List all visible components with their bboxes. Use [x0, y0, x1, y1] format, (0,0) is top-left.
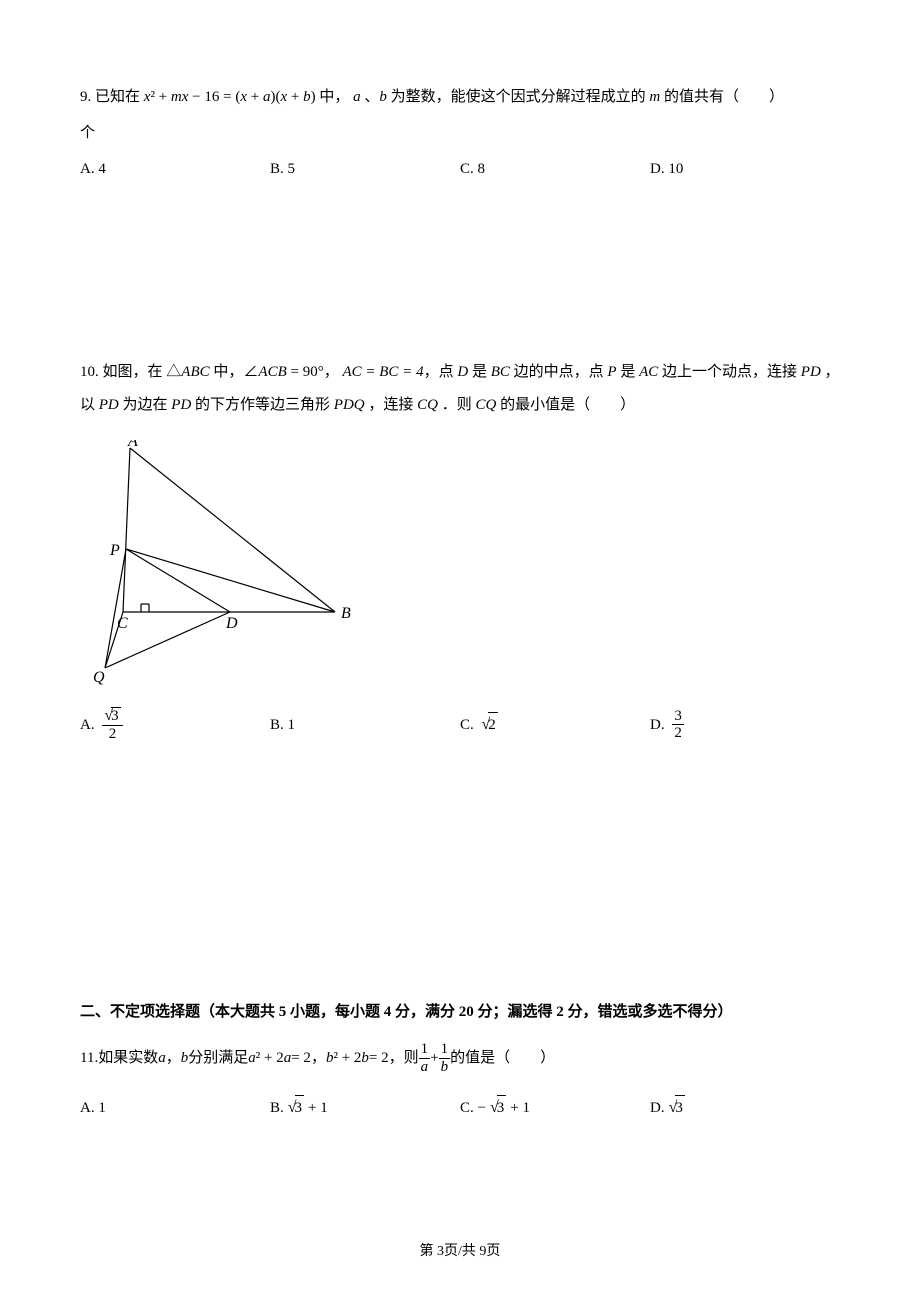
question-9: 9. 已知在 x² + mx − 16 = (x + a)(x + b) 中， …	[80, 85, 840, 181]
q9-text-line2: 个	[80, 121, 840, 145]
q10-options: A. 3 2 B. 1 C. 2 D. 3 2	[80, 707, 840, 742]
q10-figure: A P C D B Q	[85, 440, 840, 693]
svg-text:A: A	[127, 440, 138, 450]
svg-text:B: B	[341, 605, 351, 622]
svg-text:D: D	[225, 615, 238, 632]
question-11: 11. 如果实数 a，b 分别满足 a² + 2a = 2 ， b² + 2b …	[80, 1041, 840, 1121]
q9-option-c[interactable]: C. 8	[460, 157, 650, 181]
svg-text:Q: Q	[93, 669, 105, 685]
svg-text:P: P	[109, 542, 120, 559]
q10-option-d[interactable]: D. 3 2	[650, 707, 840, 742]
q11-text: 11. 如果实数 a，b 分别满足 a² + 2a = 2 ， b² + 2b …	[80, 1041, 840, 1075]
triangle-diagram: A P C D B Q	[85, 440, 365, 685]
q11-option-d[interactable]: D. 3	[650, 1095, 840, 1121]
q9-option-b[interactable]: B. 5	[270, 157, 460, 181]
q9-options: A. 4 B. 5 C. 8 D. 10	[80, 157, 840, 181]
page-footer: 第 3页/共 9页	[0, 1241, 920, 1263]
q11-option-b[interactable]: B. 3 + 1	[270, 1095, 460, 1121]
q11-options: A. 1 B. 3 + 1 C. −3 + 1 D. 3	[80, 1095, 840, 1121]
q9-number: 9.	[80, 89, 91, 105]
q11-number: 11.	[80, 1046, 98, 1070]
q11-option-c[interactable]: C. −3 + 1	[460, 1095, 650, 1121]
q9-option-d[interactable]: D. 10	[650, 157, 840, 181]
q9-text: 9. 已知在 x² + mx − 16 = (x + a)(x + b) 中， …	[80, 85, 840, 109]
q10-option-b[interactable]: B. 1	[270, 707, 460, 742]
q10-option-c[interactable]: C. 2	[460, 707, 650, 742]
q10-text: 10. 如图，在 △ABC 中，∠ACB = 90°， AC = BC = 4，…	[80, 356, 840, 422]
q10-option-a[interactable]: A. 3 2	[80, 707, 270, 742]
q9-option-a[interactable]: A. 4	[80, 157, 270, 181]
q11-option-a[interactable]: A. 1	[80, 1095, 270, 1121]
q10-number: 10.	[80, 364, 99, 380]
section-2-heading: 二、不定项选择题（本大题共 5 小题，每小题 4 分，满分 20 分；漏选得 2…	[80, 997, 840, 1027]
svg-text:C: C	[117, 615, 128, 632]
question-10: 10. 如图，在 △ABC 中，∠ACB = 90°， AC = BC = 4，…	[80, 356, 840, 742]
